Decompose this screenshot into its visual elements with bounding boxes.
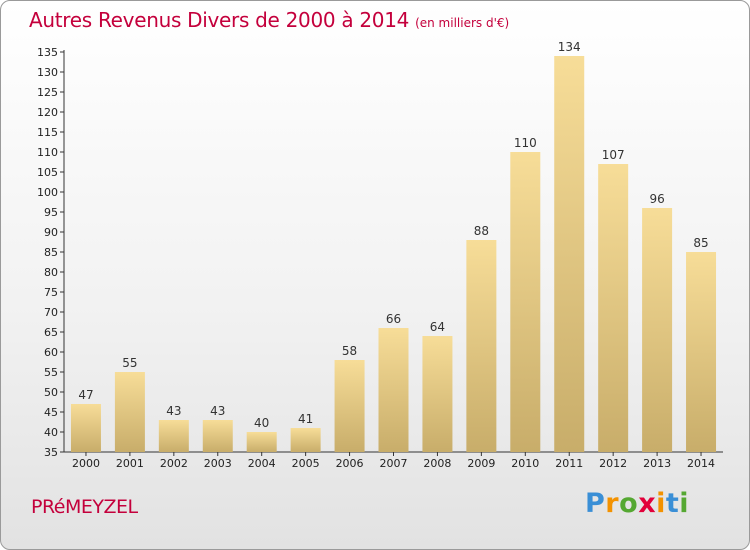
bar-series <box>70 56 717 452</box>
chart-title: Autres Revenus Divers de 2000 à 2014 (en … <box>29 8 509 32</box>
x-tick-label: 2003 <box>204 457 232 470</box>
x-tick-label: 2010 <box>511 457 539 470</box>
bar <box>290 428 321 452</box>
data-label: 85 <box>693 236 708 250</box>
data-label: 43 <box>166 404 181 418</box>
x-tick-label: 2000 <box>72 457 100 470</box>
y-tick-label: 50 <box>44 386 58 399</box>
y-tick-label: 60 <box>44 346 58 359</box>
chart-title-text: Autres Revenus Divers de 2000 à 2014 <box>29 8 410 32</box>
y-tick-label: 55 <box>44 366 58 379</box>
y-tick-label: 70 <box>44 306 58 319</box>
commune-name: PRéMEYZEL <box>31 496 138 518</box>
bar <box>378 328 409 452</box>
data-label: 107 <box>602 148 625 162</box>
y-tick-label: 110 <box>37 146 58 159</box>
y-tick-label: 95 <box>44 206 58 219</box>
x-tick-label: 2001 <box>116 457 144 470</box>
logo-letter: r <box>605 488 620 519</box>
x-tick-label: 2004 <box>248 457 276 470</box>
data-labels: 47 55 43 43 40 41 58 66 64 88 110 134 107 96 85 <box>78 40 708 430</box>
y-tick-label: 90 <box>44 226 58 239</box>
x-tick-label: 2007 <box>380 457 408 470</box>
data-label: 41 <box>298 412 313 426</box>
data-label: 66 <box>386 312 401 326</box>
y-tick-label: 120 <box>37 106 58 119</box>
data-label: 55 <box>122 356 137 370</box>
y-tick-label: 115 <box>37 126 58 139</box>
data-label: 110 <box>514 136 537 150</box>
bar <box>466 240 497 452</box>
x-tick-label: 2006 <box>336 457 364 470</box>
data-label: 134 <box>558 40 581 54</box>
x-tick-label: 2002 <box>160 457 188 470</box>
bar <box>70 404 101 452</box>
x-axis: 2000 2001 2002 2003 2004 2005 2006 2007 2008 2009… <box>64 451 723 470</box>
logo-letter: i <box>656 488 666 519</box>
y-tick-label: 100 <box>37 186 58 199</box>
x-tick-label: 2014 <box>687 457 715 470</box>
proxiti-logo: Proxiti <box>585 488 689 519</box>
bar <box>202 420 233 452</box>
bar <box>554 56 585 452</box>
bar <box>510 152 541 452</box>
y-tick-label: 75 <box>44 286 58 299</box>
data-label: 96 <box>649 192 664 206</box>
y-axis: 35 40 45 50 55 60 65 70 75 80 85 90 95 100 105 110 115 12… <box>37 46 65 459</box>
y-tick-label: 65 <box>44 326 58 339</box>
logo-letter: o <box>619 488 639 519</box>
data-label: 43 <box>210 404 225 418</box>
y-tick-label: 125 <box>37 86 58 99</box>
x-tick-label: 2009 <box>467 457 495 470</box>
x-tick-label: 2008 <box>423 457 451 470</box>
bar <box>598 164 629 452</box>
logo-letter: P <box>585 488 606 519</box>
logo-letter: i <box>679 488 690 519</box>
bar <box>686 252 717 452</box>
bar <box>246 432 277 452</box>
data-label: 40 <box>254 416 269 430</box>
y-tick-label: 45 <box>44 406 58 419</box>
x-tick-label: 2012 <box>599 457 627 470</box>
y-tick-label: 130 <box>37 66 58 79</box>
logo-letter: t <box>665 488 680 519</box>
x-tick-label: 2013 <box>643 457 671 470</box>
data-label: 47 <box>78 388 93 402</box>
y-tick-label: 80 <box>44 266 58 279</box>
bar <box>158 420 189 452</box>
y-tick-label: 135 <box>37 46 58 59</box>
data-label: 64 <box>430 320 445 334</box>
data-label: 88 <box>474 224 489 238</box>
bar <box>422 336 453 452</box>
y-tick-label: 105 <box>37 166 58 179</box>
x-tick-label: 2005 <box>292 457 320 470</box>
y-tick-label: 40 <box>44 426 58 439</box>
x-tick-label: 2011 <box>555 457 583 470</box>
y-tick-label: 85 <box>44 246 58 259</box>
logo-letter: x <box>638 488 657 519</box>
bar <box>642 208 673 452</box>
y-tick-label: 35 <box>44 446 58 459</box>
chart-unit-note: (en milliers d'€) <box>415 16 510 30</box>
bar <box>114 372 145 452</box>
bar <box>334 360 365 452</box>
data-label: 58 <box>342 344 357 358</box>
